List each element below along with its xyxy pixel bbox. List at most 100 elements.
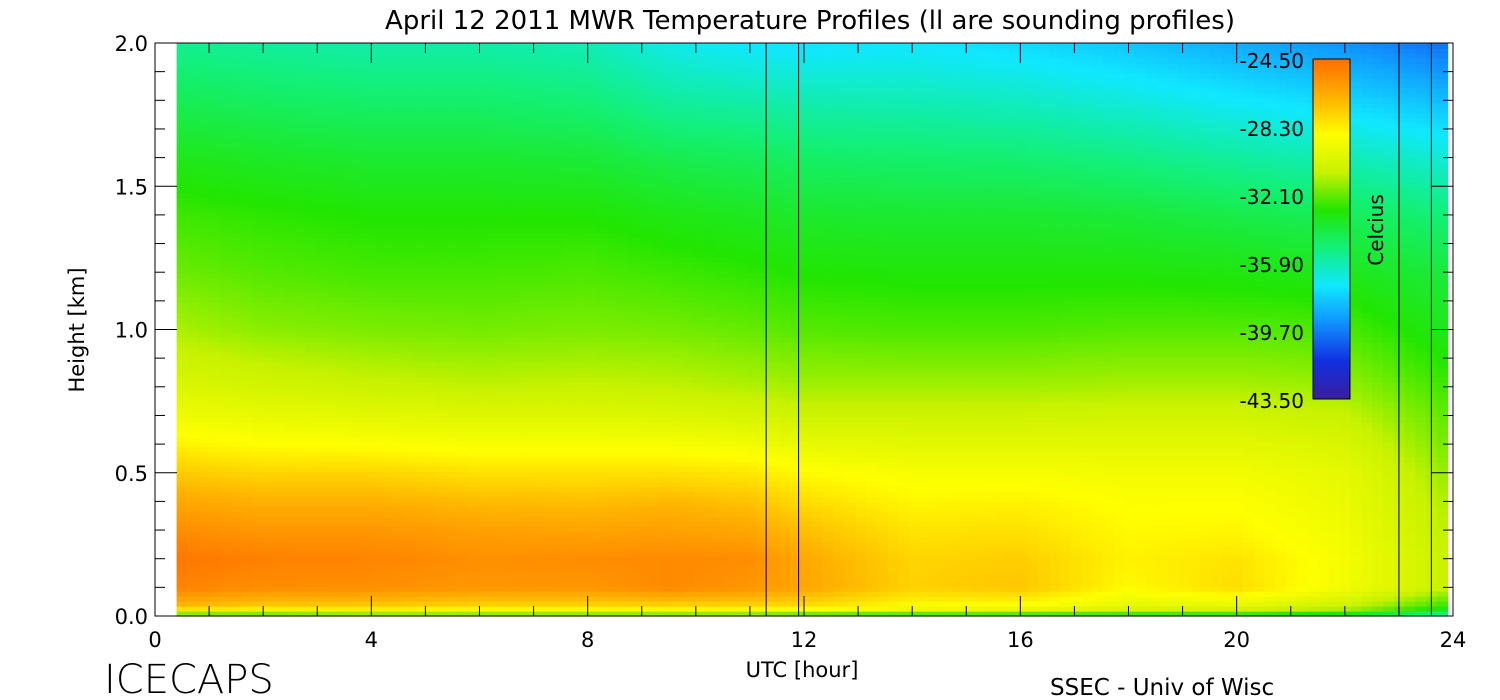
heatmap-cell — [1404, 446, 1416, 453]
heatmap-cell — [682, 491, 695, 498]
heatmap-cell — [1404, 441, 1416, 448]
heatmap-cell — [1242, 531, 1255, 537]
heatmap-cell — [1102, 571, 1115, 577]
heatmap-cell — [941, 581, 953, 587]
heatmap-cell — [855, 486, 867, 493]
heatmap-cell — [241, 581, 253, 587]
heatmap-cell — [1049, 471, 1061, 478]
heatmap-cell — [661, 491, 673, 498]
heatmap-cell — [305, 611, 318, 617]
heatmap-cell — [424, 551, 436, 557]
heatmap-cell — [1264, 556, 1276, 562]
heatmap-cell — [402, 581, 415, 587]
heatmap-cell — [715, 601, 727, 607]
heatmap-cell — [1210, 411, 1222, 418]
heatmap-cell — [1156, 526, 1169, 532]
heatmap-cell — [176, 526, 188, 532]
heatmap-cell — [1415, 491, 1427, 498]
heatmap-cell — [919, 591, 932, 597]
heatmap-cell — [1049, 436, 1061, 443]
heatmap-cell — [855, 471, 867, 478]
heatmap-cell — [1286, 571, 1298, 577]
heatmap-cell — [596, 421, 609, 428]
heatmap-cell — [1361, 431, 1373, 438]
heatmap-cell — [305, 536, 318, 542]
heatmap-cell — [575, 536, 587, 542]
heatmap-cell — [715, 411, 727, 418]
heatmap-cell — [575, 531, 587, 537]
heatmap-cell — [1070, 566, 1082, 572]
heatmap-cell — [984, 596, 996, 602]
heatmap-cell — [1221, 496, 1233, 502]
heatmap-cell — [208, 471, 221, 478]
heatmap-cell — [273, 601, 285, 607]
heatmap-cell — [305, 426, 318, 433]
heatmap-cell — [629, 596, 641, 602]
heatmap-cell — [1361, 611, 1373, 617]
heatmap-cell — [1404, 496, 1416, 502]
heatmap-cell — [1070, 406, 1082, 413]
heatmap-cell — [392, 471, 404, 478]
heatmap-cell — [758, 516, 770, 522]
heatmap-cell — [769, 416, 781, 423]
heatmap-cell — [230, 506, 242, 512]
heatmap-cell — [553, 546, 565, 552]
heatmap-cell — [1275, 426, 1287, 433]
heatmap-cell — [790, 506, 802, 512]
heatmap-cell — [187, 431, 199, 438]
heatmap-cell — [208, 566, 221, 572]
heatmap-cell — [1113, 531, 1126, 537]
heatmap-cell — [1329, 476, 1341, 483]
heatmap-cell — [876, 516, 889, 522]
heatmap-cell — [1415, 561, 1427, 567]
heatmap-cell — [456, 456, 469, 463]
heatmap-cell — [1382, 596, 1395, 602]
heatmap-cell — [704, 561, 716, 567]
heatmap-cell — [1275, 411, 1287, 418]
heatmap-cell — [865, 461, 878, 468]
heatmap-cell — [672, 411, 684, 418]
heatmap-cell — [1242, 611, 1255, 617]
heatmap-cell — [919, 431, 932, 438]
heatmap-cell — [1005, 551, 1018, 557]
heatmap-cell — [607, 436, 619, 443]
heatmap-cell — [1372, 431, 1384, 438]
heatmap-cell — [1124, 421, 1136, 428]
heatmap-cell — [650, 586, 662, 592]
heatmap-cell — [176, 466, 188, 473]
heatmap-cell — [919, 526, 932, 532]
heatmap-cell — [1156, 551, 1169, 557]
heatmap-cell — [187, 581, 199, 587]
heatmap-cell — [1059, 536, 1072, 542]
heatmap-cell — [575, 521, 587, 527]
heatmap-cell — [1436, 461, 1449, 468]
heatmap-cell — [1016, 496, 1029, 502]
heatmap-cell — [790, 451, 802, 458]
heatmap-cell — [1296, 536, 1309, 542]
heatmap-cell — [564, 571, 576, 577]
heatmap-cell — [1232, 506, 1244, 512]
heatmap-cell — [1049, 426, 1061, 433]
heatmap-cell — [585, 411, 598, 418]
heatmap-cell — [219, 481, 232, 488]
heatmap-cell — [262, 576, 275, 582]
heatmap-cell — [1318, 531, 1330, 537]
heatmap-cell — [1275, 406, 1287, 413]
heatmap-cell — [478, 561, 490, 567]
heatmap-cell — [327, 531, 339, 537]
heatmap-cell — [844, 551, 856, 557]
heatmap-cell — [1189, 566, 1201, 572]
heatmap-cell — [747, 481, 759, 488]
heatmap-cell — [575, 436, 587, 443]
heatmap-cell — [241, 591, 253, 597]
heatmap-cell — [1156, 421, 1169, 428]
heatmap-cell — [370, 506, 382, 512]
heatmap-cell — [930, 581, 942, 587]
heatmap-cell — [629, 521, 641, 527]
heatmap-cell — [542, 506, 555, 512]
heatmap-cell — [1059, 451, 1072, 458]
heatmap-cell — [995, 516, 1007, 522]
heatmap-cell — [252, 581, 264, 587]
heatmap-cell — [650, 441, 662, 448]
heatmap-cell — [176, 436, 188, 443]
